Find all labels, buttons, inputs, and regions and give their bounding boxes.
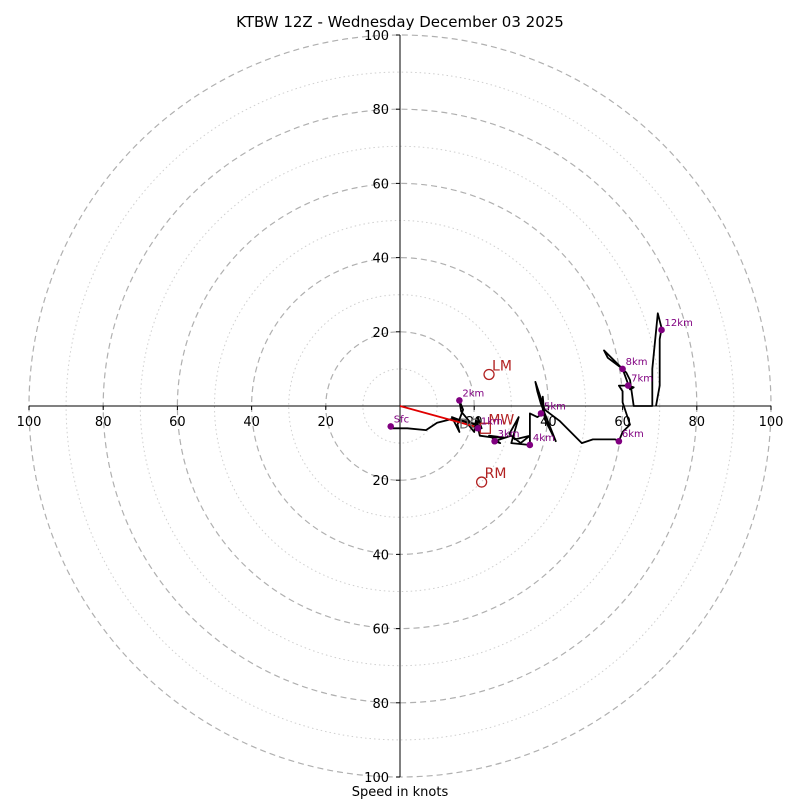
x-tick-label: 40 xyxy=(243,415,260,430)
x-tick-label: 60 xyxy=(614,415,631,430)
height-marker-3km xyxy=(491,437,498,445)
height-label-5km: 5km xyxy=(544,401,566,412)
height-markers: Sfc 1km 2km 3km 4km 5km 6km 7km 8km 12km xyxy=(387,318,693,449)
y-tick-label: 20 xyxy=(372,326,389,341)
height-marker-1km xyxy=(474,424,482,432)
y-tick-label: 40 xyxy=(372,548,389,563)
storm-motion-markers: LM RM MW DC xyxy=(459,358,514,488)
motion-marker-rm xyxy=(475,476,488,488)
y-tick-label: 80 xyxy=(372,697,389,712)
height-marker-12km xyxy=(658,326,665,334)
x-tick-label: 100 xyxy=(759,415,784,430)
height-marker-5km xyxy=(537,410,545,417)
height-label-12km: 12km xyxy=(665,318,693,329)
y-tick-label: 100 xyxy=(364,771,389,786)
height-marker-8km xyxy=(619,365,626,373)
y-tick-label: 100 xyxy=(364,29,389,44)
motion-label-mw: MW xyxy=(488,412,514,428)
x-tick-label: 60 xyxy=(169,415,186,430)
height-label-1km: 1km xyxy=(481,416,503,427)
x-tick-label: 80 xyxy=(95,415,112,430)
height-marker-6km xyxy=(615,437,623,445)
height-label-7km: 7km xyxy=(631,374,653,385)
motion-label-rm: RM xyxy=(485,466,507,482)
height-marker-7km xyxy=(624,382,632,389)
height-label-6km: 6km xyxy=(622,429,644,440)
y-tick-label: 80 xyxy=(372,103,389,118)
motion-label-lm: LM xyxy=(492,358,512,374)
y-tick-label: 20 xyxy=(372,474,389,489)
height-marker-sfc xyxy=(387,423,395,430)
x-tick-label: 100 xyxy=(17,415,42,430)
y-tick-label: 60 xyxy=(372,177,389,192)
x-axis-label: Speed in knots xyxy=(352,785,449,800)
extra-label: DC xyxy=(459,418,478,433)
height-label-3km: 3km xyxy=(498,429,520,440)
height-marker-2km xyxy=(456,397,463,404)
height-label-8km: 8km xyxy=(626,357,648,368)
x-tick-label: 20 xyxy=(318,415,335,430)
height-label-sfc: Sfc xyxy=(394,414,409,425)
height-label-2km: 2km xyxy=(462,388,484,399)
motion-marker-lm xyxy=(483,368,495,381)
y-tick-label: 60 xyxy=(372,623,389,638)
chart-title: KTBW 12Z - Wednesday December 03 2025 xyxy=(236,13,564,31)
shear-vector-line xyxy=(399,405,475,428)
height-marker-4km xyxy=(526,441,534,449)
y-tick-label: 40 xyxy=(372,252,389,267)
x-tick-label: 80 xyxy=(689,415,706,430)
height-label-4km: 4km xyxy=(533,433,555,444)
